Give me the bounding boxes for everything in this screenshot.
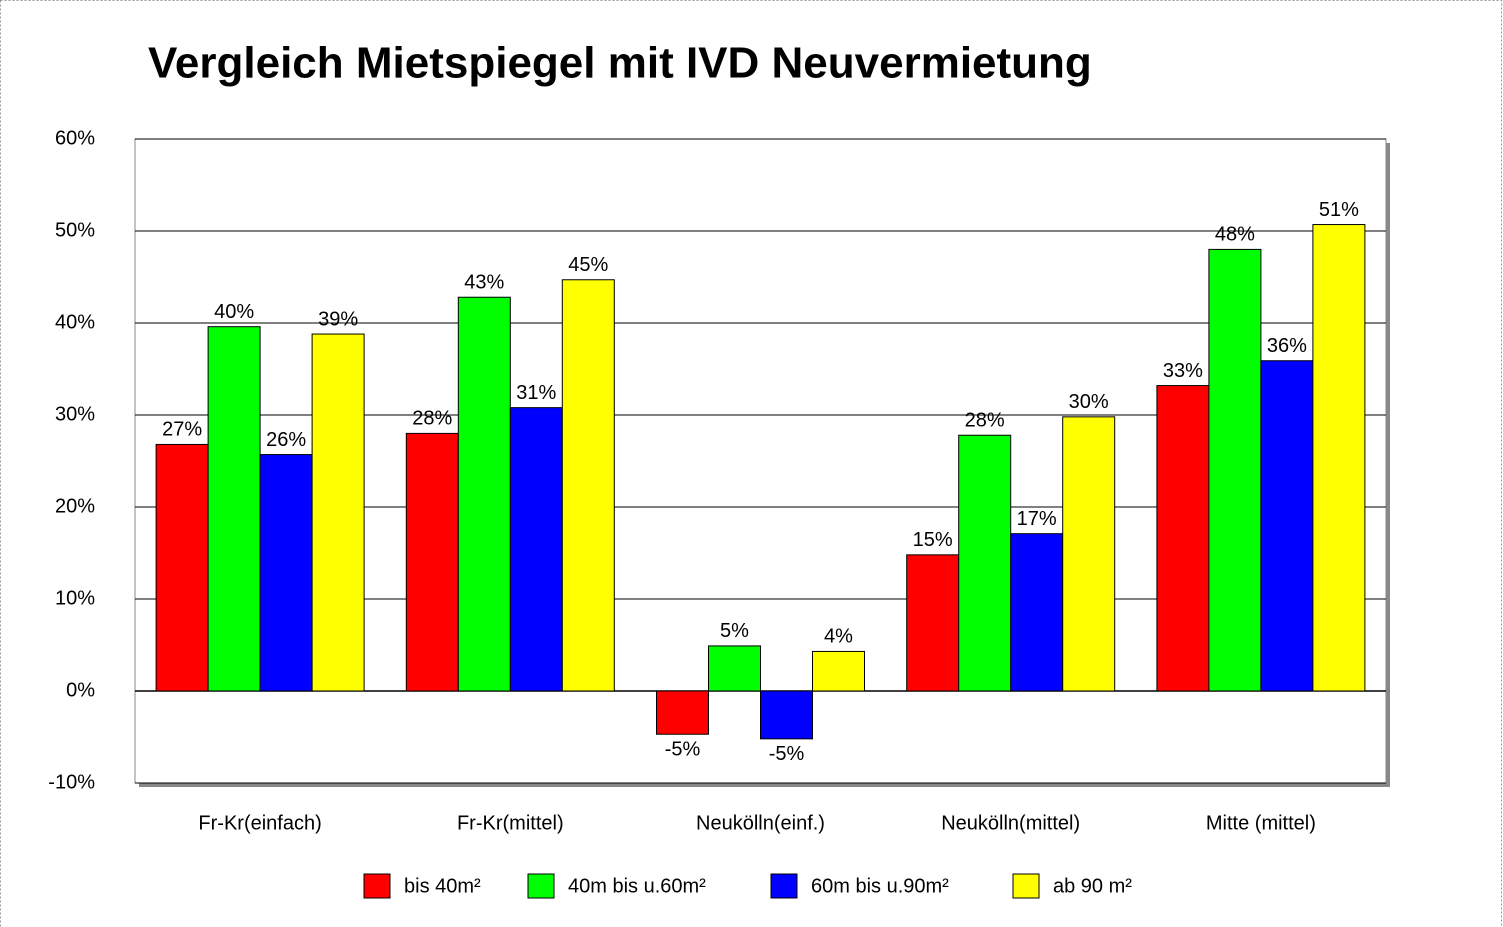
bar	[906, 554, 960, 692]
legend-label: bis 40m²	[404, 875, 481, 897]
bar	[155, 443, 209, 692]
y-tick-label: 40%	[55, 311, 95, 333]
bar	[1010, 533, 1064, 692]
bar	[457, 296, 511, 692]
y-tick-label: 30%	[55, 403, 95, 425]
bar	[1312, 224, 1366, 692]
data-label: 39%	[318, 308, 358, 330]
data-label: 26%	[266, 429, 306, 451]
data-label: 43%	[464, 272, 504, 294]
data-label: 5%	[720, 620, 749, 642]
y-tick-label: 10%	[55, 587, 95, 609]
data-label: -5%	[769, 743, 805, 765]
x-tick-label: Mitte (mittel)	[1206, 812, 1316, 834]
data-label: 40%	[214, 301, 254, 323]
data-label: 4%	[824, 626, 853, 648]
y-tick-label: 50%	[55, 219, 95, 241]
data-label: 33%	[1163, 360, 1203, 382]
data-label: 15%	[913, 529, 953, 551]
data-label: 17%	[1017, 508, 1057, 530]
data-label: 27%	[162, 419, 202, 441]
data-label: 48%	[1215, 224, 1255, 246]
data-label: 28%	[965, 410, 1005, 432]
x-tick-label: Neukölln(einf.)	[696, 812, 825, 834]
x-tick-label: Fr-Kr(einfach)	[198, 812, 321, 834]
bar	[708, 645, 761, 692]
legend-label: 60m bis u.90m²	[811, 875, 949, 897]
bar	[561, 279, 615, 692]
data-label: 31%	[516, 382, 556, 404]
bar	[1208, 248, 1262, 692]
bar	[311, 333, 365, 692]
bar	[812, 650, 865, 692]
bar	[1260, 360, 1314, 692]
data-label: 51%	[1319, 199, 1359, 221]
data-label: 45%	[568, 254, 608, 276]
bar	[1062, 416, 1116, 692]
y-tick-label: 0%	[66, 679, 95, 701]
bar	[207, 326, 261, 692]
x-tick-label: Neukölln(mittel)	[941, 812, 1080, 834]
data-label: -5%	[665, 739, 701, 761]
bar	[405, 432, 459, 692]
y-tick-label: 60%	[55, 127, 95, 149]
bar	[259, 454, 313, 692]
bar	[760, 690, 813, 740]
data-label: 30%	[1069, 391, 1109, 413]
legend-swatch	[1012, 873, 1040, 899]
chart-title: Vergleich Mietspiegel mit IVD Neuvermiet…	[148, 39, 1092, 88]
legend-swatch	[527, 873, 555, 899]
legend-swatch	[363, 873, 391, 899]
x-tick-label: Fr-Kr(mittel)	[457, 812, 564, 834]
legend-label: 40m bis u.60m²	[568, 875, 706, 897]
bar	[656, 690, 709, 735]
data-label: 36%	[1267, 335, 1307, 357]
legend-swatch	[770, 873, 798, 899]
legend-label: ab 90 m²	[1053, 875, 1132, 897]
bar	[958, 434, 1012, 692]
bar	[509, 407, 563, 692]
y-tick-label: 20%	[55, 495, 95, 517]
y-tick-label: -10%	[48, 771, 95, 793]
bar	[1156, 385, 1210, 692]
data-label: 28%	[412, 408, 452, 430]
